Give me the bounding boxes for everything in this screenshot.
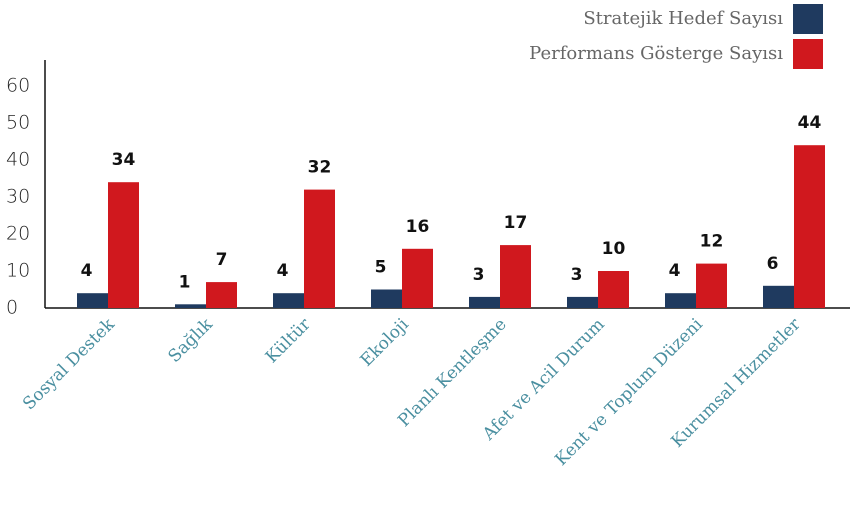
data-label: 3: [473, 265, 485, 285]
bar: [108, 182, 139, 308]
bar: [371, 289, 402, 308]
x-tick-label: Sosyal Destek: [19, 314, 119, 414]
bar: [665, 293, 696, 308]
data-label: 4: [81, 261, 93, 281]
legend-label: Performans Gösterge Sayısı: [529, 43, 783, 64]
data-label: 3: [571, 265, 583, 285]
y-tick-label: 10: [6, 260, 30, 282]
x-tick-label: Sağlık: [165, 314, 218, 367]
y-tick-label: 30: [6, 186, 30, 208]
data-label: 5: [375, 258, 387, 278]
y-tick-label: 20: [6, 223, 30, 245]
data-label: 12: [700, 232, 724, 252]
data-label: 7: [216, 250, 228, 270]
x-tick-label: Ekoloji: [357, 314, 413, 370]
bar: [304, 189, 335, 308]
data-label: 34: [112, 150, 136, 170]
data-label: 10: [602, 239, 626, 259]
bar: [175, 304, 206, 308]
bar: [77, 293, 108, 308]
y-tick-label: 50: [6, 112, 30, 134]
bar: [273, 293, 304, 308]
data-label: 16: [406, 217, 430, 237]
y-tick-label: 0: [6, 297, 18, 319]
bar: [206, 282, 237, 308]
bar: [500, 245, 531, 308]
data-label: 6: [767, 254, 779, 274]
bar: [763, 285, 794, 308]
data-label: 1: [179, 272, 191, 292]
legend-swatch: [793, 39, 823, 69]
bar: [567, 296, 598, 308]
data-label: 17: [504, 213, 528, 233]
bar: [598, 271, 629, 308]
bar: [696, 263, 727, 308]
bar: [469, 296, 500, 308]
bar: [794, 145, 825, 308]
x-tick-label: Kültür: [262, 314, 315, 367]
y-tick-label: 40: [6, 149, 30, 171]
data-label: 4: [669, 261, 681, 281]
legend-label: Stratejik Hedef Sayısı: [583, 8, 783, 29]
bar: [402, 248, 433, 308]
data-label: 4: [277, 261, 289, 281]
x-tick-label: Planlı Kentleşme: [394, 315, 510, 431]
data-label: 32: [308, 158, 332, 178]
y-tick-label: 60: [6, 75, 30, 97]
data-label: 44: [798, 113, 822, 133]
legend-swatch: [793, 4, 823, 34]
